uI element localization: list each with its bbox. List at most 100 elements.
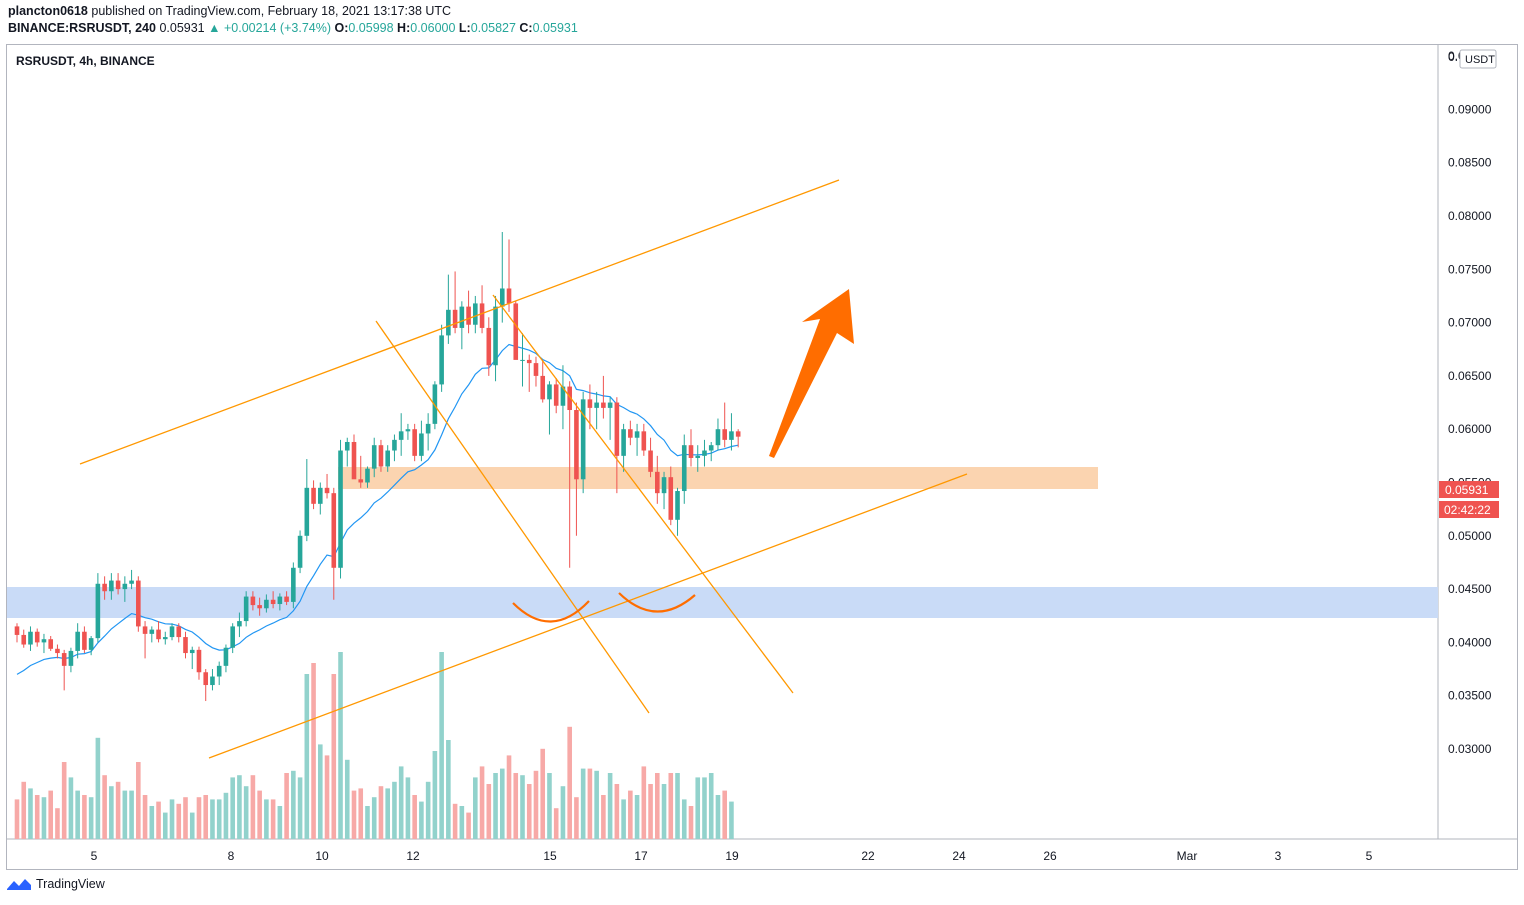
candle	[297, 530, 303, 574]
volume-bar	[493, 773, 498, 839]
candle-body	[136, 580, 141, 627]
candle	[237, 612, 242, 638]
candle-body	[574, 410, 579, 480]
candle	[270, 591, 276, 609]
candle-body	[304, 487, 310, 536]
candle-body	[291, 567, 296, 602]
candle-body	[331, 493, 337, 568]
candle	[398, 413, 404, 456]
candle-body	[419, 433, 424, 456]
volume-bar	[668, 773, 674, 839]
candle-body	[661, 477, 667, 494]
volume-bar	[162, 812, 168, 839]
candle	[291, 562, 296, 609]
candle	[176, 623, 182, 643]
candle	[533, 356, 539, 387]
high-label: H:	[397, 21, 411, 35]
volume-bar	[21, 781, 27, 839]
candle-body	[729, 431, 734, 440]
candle	[459, 301, 465, 350]
volume-bar	[729, 801, 734, 839]
candle-body	[28, 631, 33, 645]
volume-bar	[196, 797, 202, 839]
candle-body	[634, 431, 640, 438]
candle	[216, 661, 222, 686]
volume-bar	[142, 795, 148, 839]
volume-bar	[607, 773, 613, 839]
candle-body	[695, 455, 701, 458]
candle	[223, 644, 229, 673]
candle	[419, 420, 424, 462]
candle-body	[567, 386, 572, 411]
volume-bar	[641, 766, 647, 839]
volume-bar	[243, 786, 249, 839]
volume-bar	[156, 801, 161, 839]
price-tick-label: 0.07000	[1448, 316, 1492, 330]
candle-body	[149, 629, 155, 634]
volume-bar	[533, 770, 539, 839]
volume-bar	[459, 806, 465, 839]
price-tick-label: 0.06000	[1448, 422, 1492, 436]
candle	[708, 441, 714, 462]
time-tick-label: 24	[952, 849, 966, 863]
price-chart[interactable]: RSRUSDT, 4h, BINANCE0.095000.090000.0850…	[7, 45, 1517, 869]
volume-bar	[425, 781, 431, 839]
chart-frame[interactable]: RSRUSDT, 4h, BINANCE0.095000.090000.0850…	[6, 44, 1518, 870]
candle-body	[446, 309, 451, 336]
time-tick-label: 26	[1043, 849, 1057, 863]
volume-bar	[344, 759, 350, 839]
volume-bar	[715, 795, 721, 839]
last-price-tag	[1439, 481, 1499, 498]
volume-bar	[378, 786, 384, 839]
candle-body	[641, 431, 647, 451]
price-tick-label: 0.05000	[1448, 529, 1492, 543]
currency-badge: USDT	[1459, 49, 1497, 69]
candle	[412, 423, 417, 462]
volume-bar	[55, 808, 60, 839]
volume-bar	[14, 799, 20, 839]
volume-bar	[61, 762, 67, 839]
candle	[365, 466, 370, 488]
candle	[311, 480, 316, 510]
candle-body	[223, 647, 229, 666]
publisher-name[interactable]: plancton0618	[8, 4, 88, 18]
candle	[142, 621, 148, 659]
volume-bar	[547, 773, 552, 839]
tradingview-brand[interactable]: TradingView	[36, 877, 105, 891]
candle	[61, 649, 67, 691]
volume-bar	[75, 790, 80, 839]
volume-bar	[136, 762, 141, 839]
candle	[183, 631, 188, 659]
candle-body	[358, 479, 364, 483]
moving-average-line	[16, 343, 739, 675]
candle-body	[55, 648, 60, 654]
candle	[715, 418, 721, 451]
candle	[109, 573, 114, 600]
candle-body	[115, 580, 121, 590]
candle	[520, 333, 525, 387]
volume-bar	[499, 768, 505, 839]
candle-body	[365, 468, 370, 483]
candle-body	[392, 439, 397, 451]
candle-body	[439, 335, 444, 385]
candle	[250, 591, 256, 611]
candle	[129, 569, 134, 590]
time-tick-label: 22	[861, 849, 875, 863]
candle	[695, 445, 701, 472]
candle	[351, 434, 357, 480]
candle-body	[452, 309, 458, 328]
volume-bar	[412, 795, 417, 839]
volume-bar	[34, 795, 40, 839]
candle-body	[479, 303, 485, 328]
volume-bar	[358, 788, 364, 839]
volume-bar	[628, 790, 633, 839]
last-price-tag-label: 0.05931	[1445, 483, 1489, 497]
low-label: L:	[458, 21, 471, 35]
candle-body	[109, 580, 114, 592]
symbol-interval: BINANCE:RSRUSDT, 240	[8, 21, 156, 35]
volume-bar	[82, 795, 87, 839]
candle-body	[526, 359, 532, 364]
volume-bar	[587, 768, 593, 839]
candle	[230, 623, 235, 654]
up-triangle-icon: ▲	[208, 21, 221, 35]
